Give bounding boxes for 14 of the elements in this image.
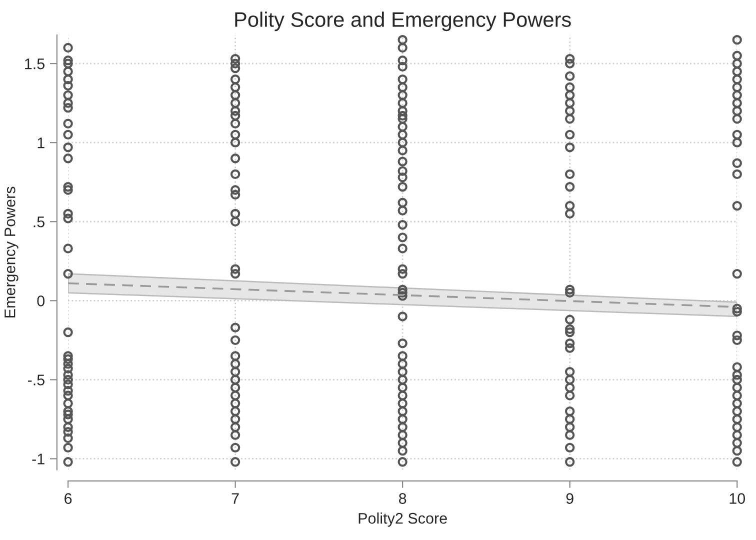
y-tick-label: 1 xyxy=(38,138,44,148)
y-axis-title: Emergency Powers xyxy=(4,186,18,318)
x-tick-label: 8 xyxy=(398,493,406,504)
chart-title: Polity Score and Emergency Powers xyxy=(235,12,571,32)
y-tick-label: 0 xyxy=(37,296,45,306)
x-tick-label: 7 xyxy=(232,493,239,504)
y-tick-label: .5 xyxy=(34,216,44,228)
y-tick-label: -.5 xyxy=(28,374,44,386)
x-axis-title: Polity2 Score xyxy=(358,512,447,527)
x-tick-label: 10 xyxy=(730,493,745,504)
x-tick-label: 6 xyxy=(64,493,72,504)
x-tick-label: 9 xyxy=(566,493,574,504)
y-tick-label: 1.5 xyxy=(25,58,44,70)
y-tick-label: -1 xyxy=(32,454,44,464)
